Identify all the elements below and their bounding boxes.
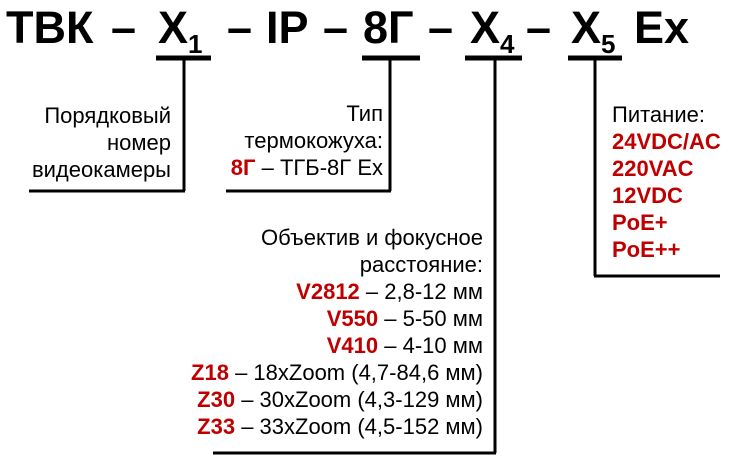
serial-number-label-line: Порядковый bbox=[44, 103, 171, 128]
lens-option-code: Z33 bbox=[197, 414, 236, 439]
code-prefix-tvk: ТВК bbox=[6, 2, 94, 53]
lens-option-code: Z18 bbox=[191, 360, 229, 385]
power-option: 12VDC bbox=[612, 183, 683, 208]
subscript-index: 5 bbox=[601, 29, 616, 59]
power-option: PoE+ bbox=[612, 210, 668, 235]
lens-option: Z33 – 33xZoom (4,5-152 мм) bbox=[191, 413, 483, 440]
code-part-x5: Х5 bbox=[571, 2, 616, 59]
separator-dash: – bbox=[323, 2, 349, 53]
lens-option: V2812 – 2,8-12 мм bbox=[191, 278, 483, 305]
subscript-index: 1 bbox=[188, 29, 203, 59]
lens-option-description: – 33xZoom (4,5-152 мм) bbox=[235, 414, 483, 439]
power-options: 24VDC/AC 220VAC 12VDC PoE+ PoE++ bbox=[612, 128, 721, 263]
lens-option: Z30 – 30xZoom (4,3-129 мм) bbox=[191, 386, 483, 413]
separator-dash: – bbox=[227, 2, 253, 53]
lens-option-code: Z30 bbox=[197, 387, 236, 412]
code-part-x1: Х1 bbox=[158, 2, 203, 59]
lens-option-code: V2812 bbox=[296, 279, 360, 304]
housing-heading-line: термокожуха: bbox=[244, 128, 383, 153]
lens-option: V550 – 5-50 мм bbox=[191, 305, 483, 332]
serial-number-label-line: видеокамеры bbox=[31, 157, 171, 182]
code-suffix-ex: Ex bbox=[634, 2, 690, 53]
serial-number-label-line: номер bbox=[107, 130, 171, 155]
lens-heading-line: расстояние: bbox=[359, 252, 483, 277]
separator-dash: – bbox=[526, 2, 552, 53]
callout-power: Питание: 24VDC/AC 220VAC 12VDC PoE+ PoE++ bbox=[612, 101, 721, 263]
callout-housing-type: Тип термокожуха: 8Г – ТГБ-8Г Ex bbox=[231, 100, 383, 181]
lens-option-code: V550 bbox=[326, 306, 379, 331]
lens-heading-line: Объектив и фокусное bbox=[261, 225, 483, 250]
lens-option: V410 – 4-10 мм bbox=[191, 332, 483, 359]
housing-option-code: 8Г bbox=[230, 155, 256, 180]
code-part-ip: IP bbox=[266, 2, 309, 53]
lens-option-description: – 18xZoom (4,7-84,6 мм) bbox=[228, 360, 483, 385]
lens-option: Z18 – 18xZoom (4,7-84,6 мм) bbox=[191, 359, 483, 386]
housing-heading-line: Тип bbox=[346, 101, 383, 126]
power-heading: Питание: bbox=[612, 102, 705, 127]
separator-dash: – bbox=[428, 2, 454, 53]
subscript-index: 4 bbox=[500, 29, 515, 59]
lens-option-description: – 4-10 мм bbox=[378, 333, 483, 358]
power-option: 24VDC/AC bbox=[612, 129, 721, 154]
lens-option-description: – 5-50 мм bbox=[378, 306, 483, 331]
separator-dash: – bbox=[111, 2, 137, 53]
code-part-8g: 8Г bbox=[363, 2, 414, 53]
housing-option: 8Г – ТГБ-8Г Ex bbox=[231, 154, 383, 181]
callout-serial-number: Порядковый номер видеокамеры bbox=[32, 102, 171, 183]
code-part-x4: Х4 bbox=[470, 2, 515, 59]
lens-option-description: – 2,8-12 мм bbox=[359, 279, 483, 304]
lens-option-code: V410 bbox=[326, 333, 379, 358]
power-option: 220VAC bbox=[612, 156, 694, 181]
lens-option-description: – 30xZoom (4,3-129 мм) bbox=[235, 387, 483, 412]
power-option: PoE++ bbox=[612, 237, 681, 262]
housing-option-description: – ТГБ-8Г Ex bbox=[255, 155, 383, 180]
callout-lens: Объектив и фокусное расстояние: V2812 – 2,… bbox=[191, 224, 483, 440]
